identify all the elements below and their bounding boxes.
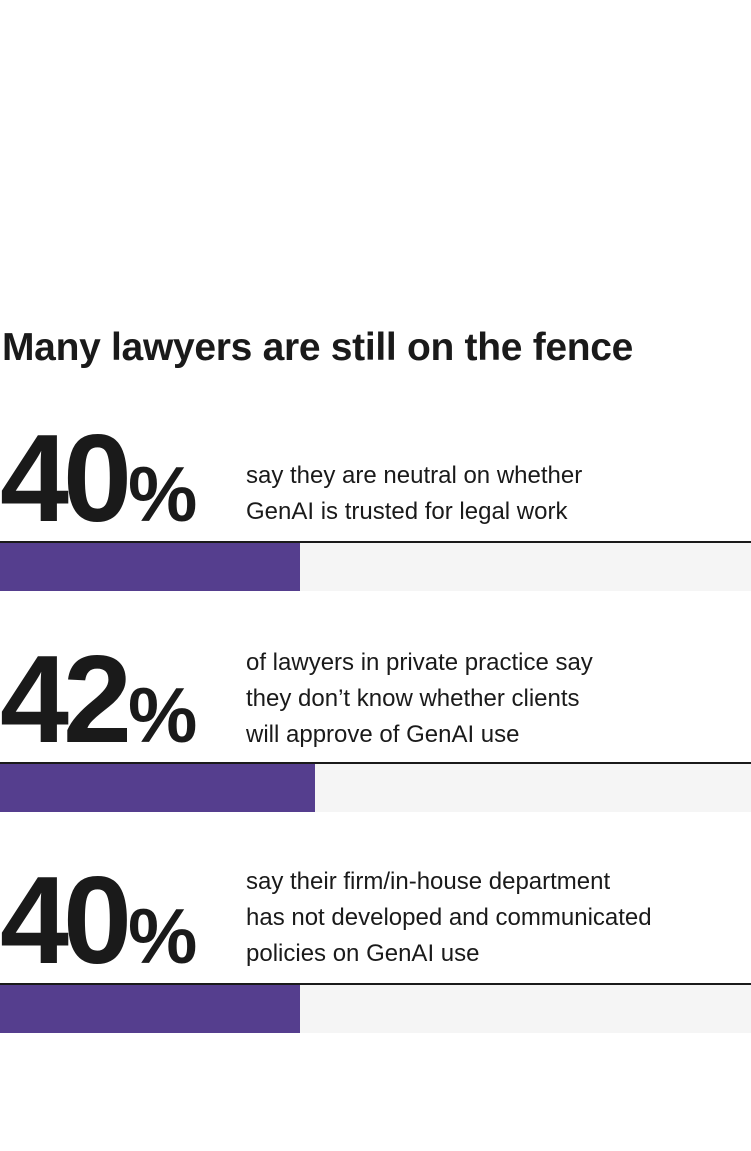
page-title: Many lawyers are still on the fence [2,326,634,369]
stat-number: 40 % [0,852,197,990]
stat-number: 42 % [0,631,197,769]
stat-percent-sign: % [127,892,198,980]
stat-number: 40 % [0,410,197,548]
stat-percent-sign: % [127,450,198,538]
stat-description: say they are neutral on whether GenAI is… [246,458,746,530]
divider-rule [0,541,751,543]
stat-description-line: will approve of GenAI use [246,721,520,748]
bar-fill [0,764,315,812]
bar-track [0,985,751,1033]
stat-value: 40 [0,852,132,990]
stat-description-line: GenAI is trusted for legal work [246,498,568,525]
stat-description-line: they don’t know whether clients [246,685,580,712]
bar-fill [0,985,300,1033]
stat-value: 42 [0,631,132,769]
divider-rule [0,983,751,985]
stat-block: 42 % of lawyers in private practice say … [0,631,751,813]
divider-rule [0,762,751,764]
stat-block: 40 % say their firm/in-house department … [0,852,751,1034]
stat-description-line: has not developed and communicated [246,904,652,931]
bar-track [0,764,751,812]
stat-description-line: of lawyers in private practice say [246,649,593,676]
stat-description: of lawyers in private practice say they … [246,645,746,753]
bar-track [0,543,751,591]
stat-block: 40 % say they are neutral on whether Gen… [0,410,751,592]
stat-description-line: say they are neutral on whether [246,462,583,489]
stat-percent-sign: % [127,671,198,759]
stat-description: say their firm/in-house department has n… [246,864,746,972]
stat-description-line: policies on GenAI use [246,940,480,967]
bar-fill [0,543,300,591]
stat-description-line: say their firm/in-house department [246,868,611,895]
stat-value: 40 [0,410,132,548]
